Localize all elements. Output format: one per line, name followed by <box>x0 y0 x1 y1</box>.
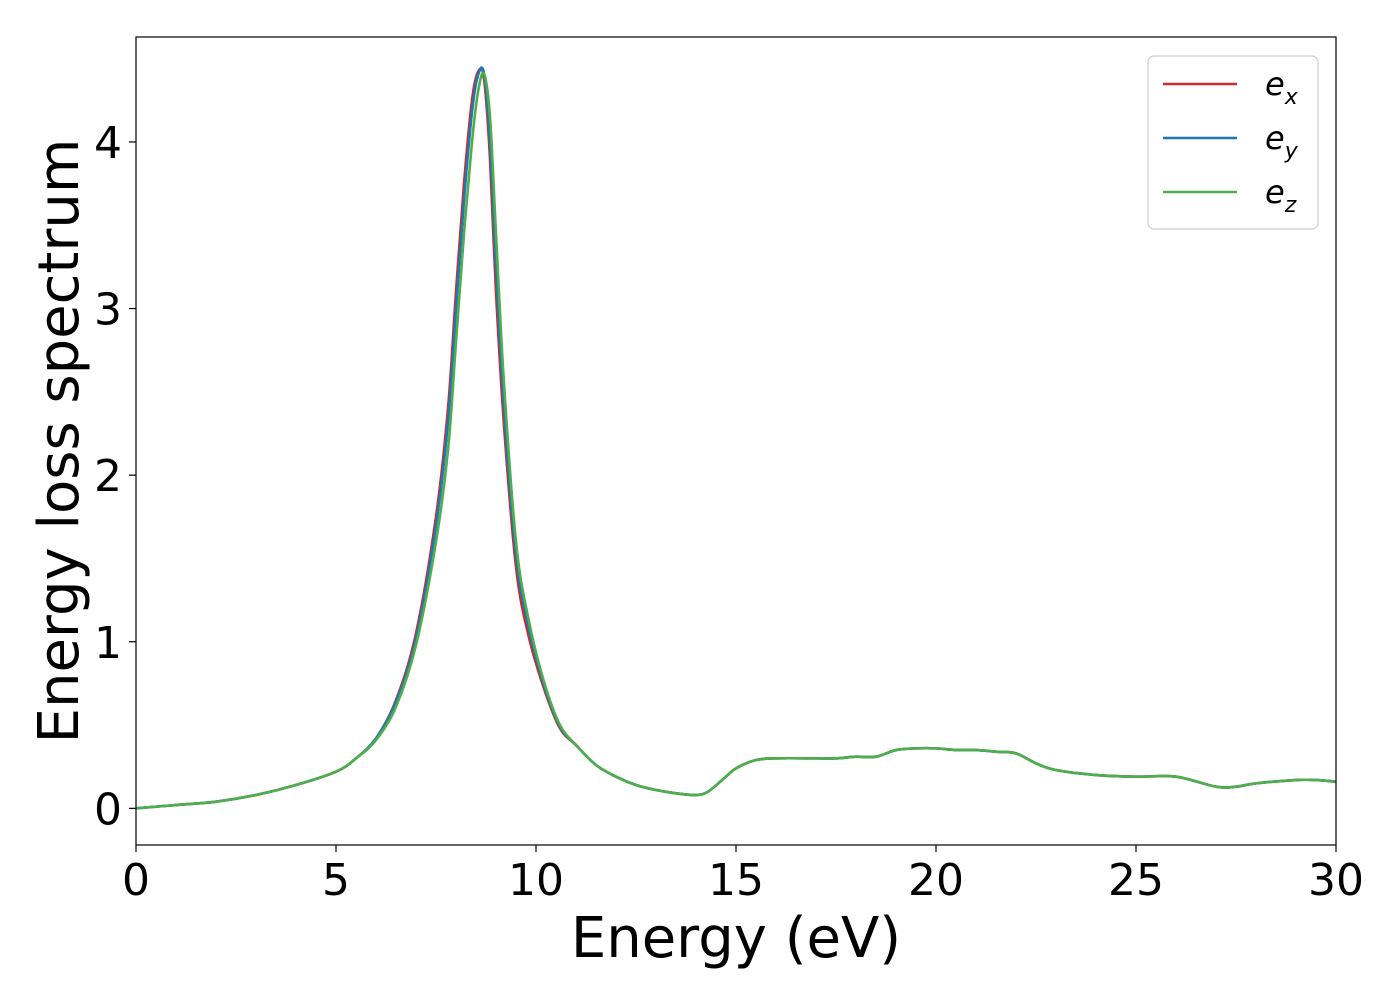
x-axis-ticks: 0 5 10 15 20 25 30 <box>122 845 1364 906</box>
y-tick-label: 2 <box>94 451 122 502</box>
x-tick-label: 5 <box>322 855 350 906</box>
x-axis-title: Energy (eV) <box>571 906 901 971</box>
y-tick-label: 4 <box>94 118 122 169</box>
x-tick-label: 10 <box>508 855 564 906</box>
y-tick-label: 3 <box>94 285 122 336</box>
series-layer <box>136 66 1336 810</box>
x-tick-label: 0 <box>122 855 150 906</box>
y-tick-label: 0 <box>94 784 122 835</box>
series-line-ez <box>136 71 1336 810</box>
y-axis-title: Energy loss spectrum <box>27 139 92 744</box>
x-tick-label: 30 <box>1308 855 1364 906</box>
y-axis-ticks: 0 1 2 3 4 <box>94 118 136 835</box>
y-tick-label: 1 <box>94 618 122 669</box>
x-tick-label: 20 <box>908 855 964 906</box>
x-tick-label: 15 <box>708 855 764 906</box>
x-tick-label: 25 <box>1108 855 1164 906</box>
legend-label: ex <box>1265 65 1299 110</box>
legend-box <box>1147 55 1319 230</box>
legend-label: ey <box>1265 119 1299 164</box>
